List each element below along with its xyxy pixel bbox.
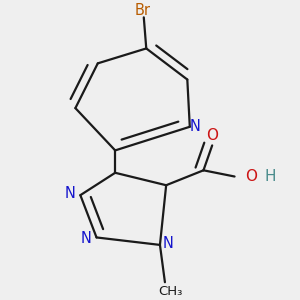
Text: CH₃: CH₃	[158, 285, 183, 298]
Text: Br: Br	[134, 3, 150, 18]
Text: O: O	[246, 169, 258, 184]
Text: N: N	[81, 231, 92, 246]
Text: N: N	[190, 119, 201, 134]
Text: O: O	[206, 128, 218, 143]
Text: N: N	[163, 236, 174, 251]
Text: N: N	[64, 186, 75, 201]
Text: H: H	[265, 169, 277, 184]
